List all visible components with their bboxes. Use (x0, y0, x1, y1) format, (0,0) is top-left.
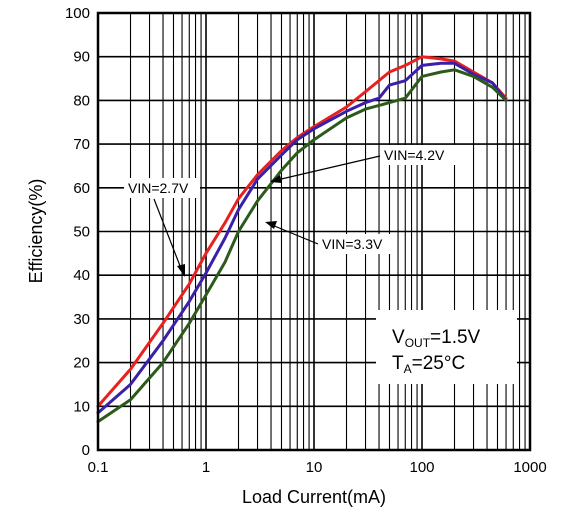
y-axis-title: Efficiency(%) (26, 179, 46, 284)
vout-condition: VOUT=1.5V (392, 327, 481, 350)
y-tick-label: 90 (73, 49, 90, 66)
callout-2v7-arrow (153, 198, 183, 272)
tick-labels: 0.1 1 10 100 1000 0 10 20 30 40 50 60 70 80 90 100 (65, 5, 547, 476)
y-tick-label: 20 (73, 355, 90, 372)
conditions-background (376, 310, 517, 384)
x-tick-label: 100 (409, 459, 434, 476)
ta-value: =25°C (412, 353, 466, 374)
x-tick-label: 10 (306, 459, 323, 476)
callout-3v3-arrowhead (265, 221, 277, 229)
callout-4v2-arrow (276, 155, 381, 181)
callout-3v3-label: VIN=3.3V (322, 236, 383, 252)
x-axis-title: Load Current(mA) (242, 487, 386, 507)
callout-2v7-label: VIN=2.7V (128, 180, 189, 196)
y-tick-label: 60 (73, 180, 90, 197)
callout-4v2-label: VIN=4.2V (384, 147, 445, 163)
callout-3v3-arrow (271, 224, 319, 245)
callout-3v3-bg (318, 234, 394, 254)
ta-symbol: T (392, 353, 404, 374)
callout-4v2-bg (380, 145, 458, 165)
series-line-3 (96, 68, 508, 424)
y-tick-label: 100 (65, 5, 90, 22)
y-tick-label: 70 (73, 136, 90, 153)
conditions-box: VOUT=1.5V TA=25°C (376, 310, 517, 384)
y-tick-label: 10 (73, 398, 90, 415)
y-tick-label: 80 (73, 92, 90, 109)
ta-condition: TA=25°C (392, 353, 465, 376)
x-tick-label: 0.1 (88, 459, 109, 476)
plot-frame (96, 11, 532, 452)
callout-3v3: VIN=3.3V (265, 221, 394, 254)
y-tick-label: 50 (73, 224, 90, 241)
callout-4v2: VIN=4.2V (270, 145, 458, 183)
y-tick-label: 30 (73, 311, 90, 328)
series-line-2 (96, 61, 508, 415)
y-tick-label: 0 (82, 442, 90, 459)
x-tick-label: 1 (202, 459, 210, 476)
vout-value: =1.5V (430, 327, 481, 348)
series-line-1 (96, 55, 508, 408)
callout-2v7-bg (124, 178, 200, 198)
ta-subscript: A (404, 362, 412, 376)
callout-2v7: VIN=2.7V (124, 178, 200, 277)
x-tick-label: 1000 (513, 459, 546, 476)
callout-4v2-arrowhead (270, 175, 282, 183)
callout-2v7-arrowhead (177, 264, 185, 277)
y-tick-label: 40 (73, 267, 90, 284)
series-layer (96, 55, 508, 424)
vout-subscript: OUT (405, 336, 431, 350)
vout-symbol: V (392, 327, 405, 348)
